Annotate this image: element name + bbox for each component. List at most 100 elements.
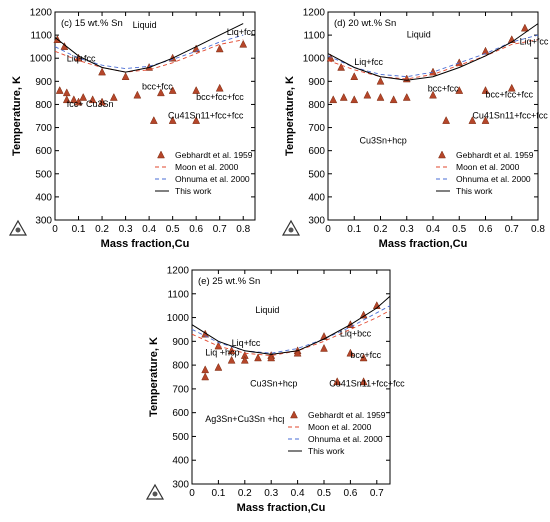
y-tick-label: 1100 <box>167 289 189 300</box>
y-tick-label: 700 <box>308 123 325 134</box>
data-point-gebhardt <box>507 83 516 92</box>
series-line-1 <box>191 310 391 357</box>
y-tick-label: 700 <box>172 384 189 395</box>
region-label: Cu3Sn+hcp <box>360 136 407 146</box>
y-tick-label: 1200 <box>167 266 190 277</box>
x-tick-label: 0 <box>325 224 331 235</box>
y-tick-label: 900 <box>172 337 189 348</box>
region-label: bcc+fcc <box>142 81 173 91</box>
legend-label: Moon et al. 2000 <box>175 162 239 172</box>
y-tick-label: 400 <box>172 456 189 467</box>
data-point-gebhardt <box>168 86 177 94</box>
y-tick-label: 300 <box>172 480 189 491</box>
y-tick-label: 600 <box>172 408 189 419</box>
x-tick-label: 0.3 <box>264 488 278 499</box>
x-tick-label: 0.4 <box>142 224 156 235</box>
y-tick-label: 300 <box>308 216 325 227</box>
x-axis-title: Mass fraction,Cu <box>379 238 468 250</box>
data-point-gebhardt <box>121 72 130 80</box>
data-point-gebhardt <box>429 90 437 99</box>
data-point-gebhardt <box>339 92 348 101</box>
legend-label: Moon et al. 2000 <box>308 422 372 432</box>
data-point-gebhardt <box>442 116 451 124</box>
data-point-gebhardt <box>192 116 201 124</box>
x-tick-label: 0.3 <box>119 224 133 235</box>
data-point-gebhardt <box>267 353 276 362</box>
x-tick-label: 0.7 <box>370 488 384 499</box>
legend-label: Moon et al. 2000 <box>456 162 520 172</box>
region-label: Cu41Sn11+fcc+fcc <box>472 110 548 120</box>
series-line-2 <box>327 34 539 78</box>
legend-marker <box>290 410 298 419</box>
data-point-gebhardt <box>98 67 106 76</box>
data-point-gebhardt <box>337 62 346 71</box>
x-tick-label: 0.1 <box>347 224 361 235</box>
legend-label: This work <box>175 186 212 196</box>
data-point-gebhardt <box>215 44 224 53</box>
region-label: Liq+fcc <box>232 338 261 348</box>
data-point-gebhardt <box>346 348 355 357</box>
y-tick-label: 1200 <box>303 8 326 19</box>
x-tick-label: 0.2 <box>238 488 252 499</box>
data-point-gebhardt <box>350 72 359 80</box>
logo-dot <box>15 227 21 233</box>
x-tick-label: 0.5 <box>452 224 466 235</box>
y-tick-label: 300 <box>35 216 52 227</box>
legend-label: Gebhardt et al. 1959 <box>456 150 534 160</box>
x-tick-label: 0.8 <box>531 224 545 235</box>
y-tick-label: 900 <box>308 77 325 88</box>
x-tick-label: 0.6 <box>189 224 203 235</box>
data-point-gebhardt <box>215 83 224 92</box>
data-point-gebhardt <box>98 97 106 106</box>
data-point-gebhardt <box>320 343 328 352</box>
data-point-gebhardt <box>481 116 490 124</box>
data-point-gebhardt <box>376 92 385 101</box>
region-label: Liq+fcc <box>520 36 549 46</box>
logo-dot <box>152 491 158 497</box>
data-point-gebhardt <box>359 353 368 362</box>
legend-marker <box>438 150 446 159</box>
region-label: fcc+ Cu3Sn <box>67 99 114 109</box>
data-point-gebhardt <box>363 90 372 99</box>
y-tick-label: 500 <box>35 169 52 180</box>
series-line-2 <box>54 34 244 70</box>
region-label: Liq+bcc <box>340 329 372 339</box>
region-label: bcc+fcc <box>350 350 381 360</box>
data-point-gebhardt <box>429 67 437 76</box>
x-tick-label: 0.3 <box>400 224 414 235</box>
data-point-gebhardt <box>481 46 490 55</box>
x-tick-label: 0.1 <box>211 488 225 499</box>
data-point-gebhardt <box>62 95 71 104</box>
y-axis-title: Temperature, K <box>284 76 296 156</box>
region-label: bcc+fcc <box>428 84 459 94</box>
y-tick-label: 600 <box>308 146 325 157</box>
x-tick-label: 0.5 <box>317 488 331 499</box>
x-tick-label: 0.7 <box>505 224 519 235</box>
x-tick-label: 0.2 <box>374 224 388 235</box>
data-point-gebhardt <box>192 86 201 94</box>
series-line-3 <box>327 23 539 81</box>
panel-label: (d) 20 wt.% Sn <box>334 18 396 29</box>
data-point-gebhardt <box>254 353 262 362</box>
data-point-gebhardt <box>333 377 342 386</box>
legend-label: Ohnuma et al. 2000 <box>175 174 250 184</box>
x-tick-label: 0 <box>52 224 58 235</box>
data-point-gebhardt <box>376 76 385 85</box>
legend-label: Gebhardt et al. 1959 <box>308 410 386 420</box>
series-line-3 <box>54 23 244 73</box>
y-tick-label: 1000 <box>30 54 53 65</box>
x-tick-label: 0.4 <box>291 488 305 499</box>
data-point-gebhardt <box>402 92 411 101</box>
data-point-gebhardt <box>239 39 248 48</box>
data-point-gebhardt <box>133 90 142 99</box>
region-label: Liq+fcc <box>354 57 383 67</box>
data-point-gebhardt <box>227 355 236 364</box>
region-label: Cu41Sn11+fcc+fcc <box>329 379 405 389</box>
chart-panel-2: 300 400 500 600 700 800 900 1000 1100 1200 0 0.1 0.2… <box>145 266 405 514</box>
x-tick-label: 0.6 <box>479 224 493 235</box>
data-point-gebhardt <box>214 362 223 371</box>
region-label: Liq +hcp <box>205 348 239 358</box>
region-label: Liquid <box>407 29 431 39</box>
data-point-gebhardt <box>359 377 368 386</box>
